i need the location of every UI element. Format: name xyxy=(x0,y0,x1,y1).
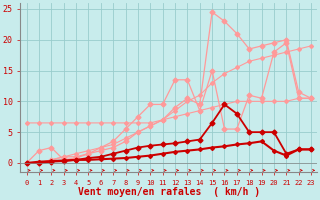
X-axis label: Vent moyen/en rafales  ( km/h ): Vent moyen/en rafales ( km/h ) xyxy=(78,187,260,197)
